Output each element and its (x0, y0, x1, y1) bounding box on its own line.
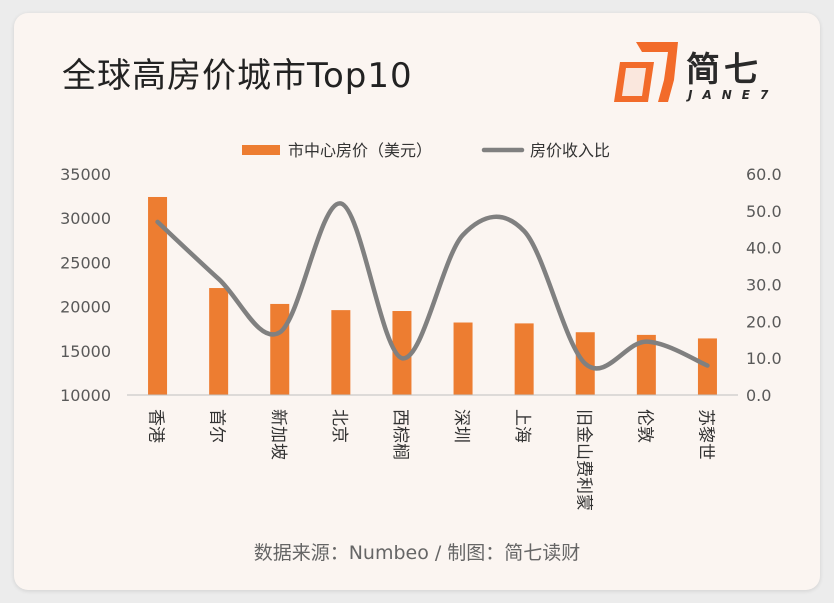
bar-8 (636, 334, 656, 395)
y-left-tick-label: 25000 (60, 253, 111, 272)
y-left-tick-label: 30000 (60, 209, 111, 228)
bar-2 (270, 303, 290, 395)
bar-5 (453, 322, 473, 395)
y-left-tick-label: 15000 (60, 342, 111, 361)
y-right-tick-label: 0.0 (746, 386, 771, 405)
bar-4 (392, 311, 412, 395)
y-right-tick-label: 60.0 (746, 165, 782, 184)
x-tick-label: 伦敦 (634, 409, 654, 443)
bar-0 (148, 196, 168, 395)
y-right-tick-label: 20.0 (746, 312, 782, 331)
y-right-tick-label: 50.0 (746, 202, 782, 221)
legend-line-label: 房价收入比 (530, 141, 610, 160)
chart-title: 全球高房价城市Top10 (62, 56, 413, 96)
jane7-logo-icon (614, 42, 678, 102)
x-tick-label: 苏黎世 (695, 409, 715, 460)
y-left-tick-label: 35000 (60, 165, 111, 184)
y-right-tick-label: 30.0 (746, 276, 782, 295)
x-tick-label: 北京 (329, 409, 349, 443)
ratio-line (155, 201, 710, 371)
bar-6 (514, 323, 534, 395)
x-tick-label: 新加坡 (268, 409, 288, 460)
x-tick-label: 旧金山费利蒙 (573, 409, 593, 511)
y-right-tick-label: 40.0 (746, 239, 782, 258)
brand-subtitle: JANE7 (688, 88, 779, 102)
x-tick-label: 香港 (146, 409, 166, 443)
chart-source: 数据来源：Numbeo / 制图：简七读财 (253, 542, 581, 564)
x-tick-label: 深圳 (451, 409, 471, 443)
y-left-tick-label: 20000 (60, 298, 111, 317)
x-tick-label: 西棕榈 (390, 409, 410, 460)
x-tick-label: 上海 (512, 409, 532, 443)
legend-bar-label: 市中心房价（美元） (288, 141, 432, 160)
bar-1 (209, 288, 229, 395)
y-left-tick-label: 10000 (60, 386, 111, 405)
y-right-tick-label: 10.0 (746, 349, 782, 368)
brand-name: 简七 (686, 50, 762, 90)
bar-3 (331, 310, 351, 395)
legend-bar-swatch (242, 145, 280, 155)
brand-logo: 简七 JANE7 (614, 40, 794, 110)
x-tick-label: 首尔 (207, 409, 227, 443)
